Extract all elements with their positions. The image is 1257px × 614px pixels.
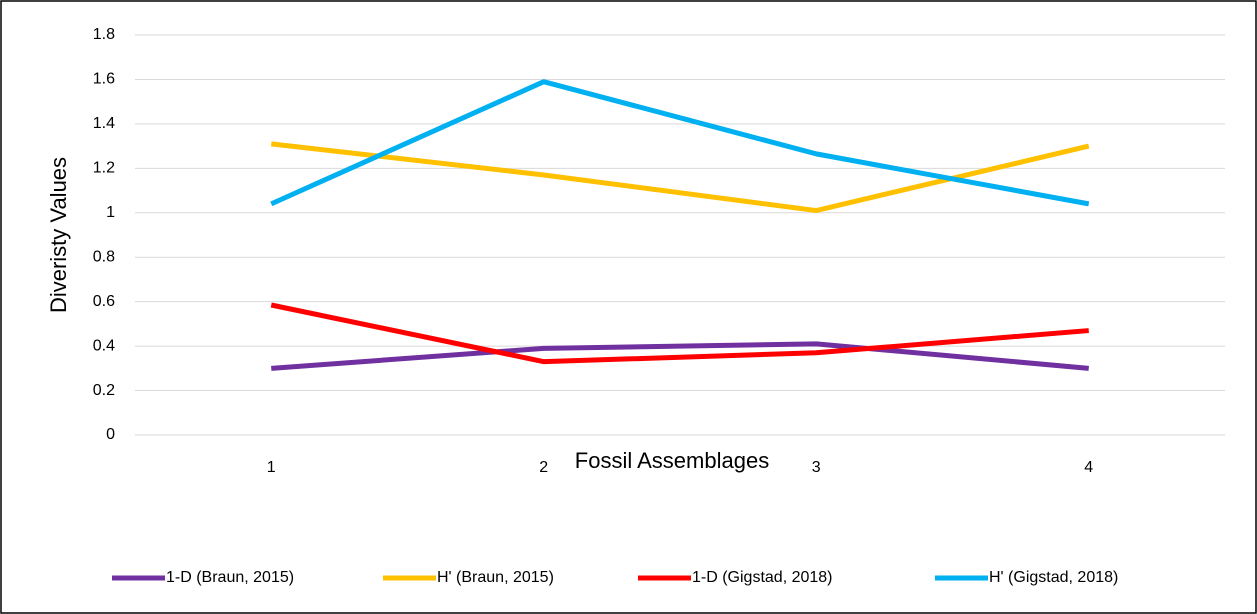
data-line <box>270 302 1089 365</box>
legend-label: 1-D (Gigstad, 2018) <box>692 569 833 586</box>
y-tick-label: 1.4 <box>93 115 115 132</box>
y-tick-label: 0.8 <box>93 248 115 265</box>
y-tick-label: 1.2 <box>93 160 115 177</box>
y-tick-label: 1.8 <box>93 26 115 43</box>
x-tick-label: 2 <box>539 459 548 476</box>
data-line <box>271 341 1089 371</box>
x-tick-label: 3 <box>812 459 821 476</box>
x-axis-label: Fossil Assemblages <box>575 448 769 473</box>
legend-label: H' (Gigstad, 2018) <box>989 569 1118 586</box>
legend-label: 1-D (Braun, 2015) <box>166 569 294 586</box>
y-tick-label: 1.6 <box>93 71 115 88</box>
legend-label: H' (Braun, 2015) <box>437 569 554 586</box>
y-tick-label: 0.2 <box>93 382 115 399</box>
data-line <box>270 79 1090 207</box>
y-tick-label: 0 <box>106 426 115 443</box>
y-axis-label: Diveristy Values <box>46 157 71 313</box>
x-tick-label: 4 <box>1084 459 1093 476</box>
y-tick-label: 0.6 <box>93 293 115 310</box>
y-tick-label: 0.4 <box>93 337 115 354</box>
x-tick-label: 1 <box>267 459 276 476</box>
y-tick-label: 1 <box>106 204 115 221</box>
